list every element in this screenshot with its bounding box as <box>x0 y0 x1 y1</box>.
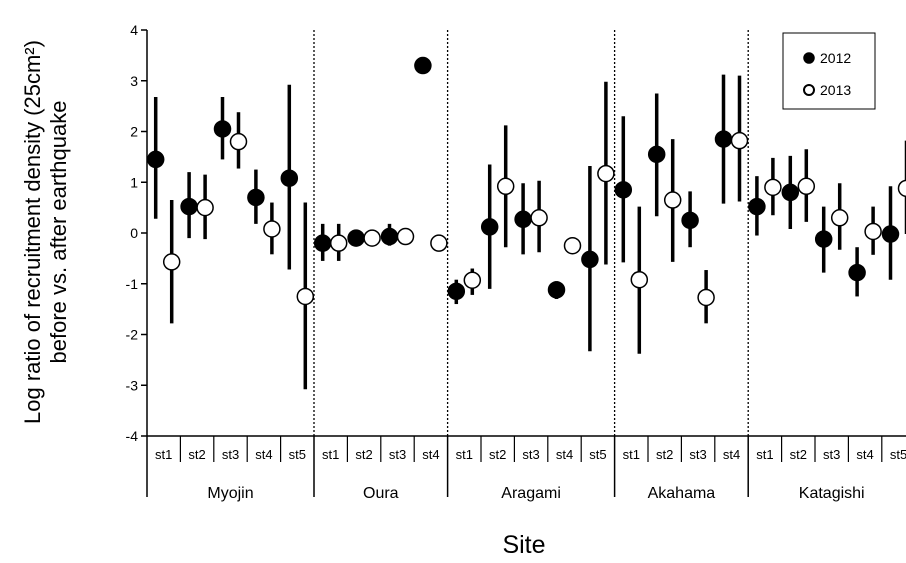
data-point-2012 <box>447 282 466 301</box>
data-point-2012 <box>547 281 566 299</box>
data-point-2013 <box>363 229 381 247</box>
x-axis-title: Site <box>502 531 545 559</box>
station-label: st3 <box>389 447 406 462</box>
y-tick-label: -1 <box>126 276 139 292</box>
data-point-2013 <box>697 288 715 307</box>
data-point-2012 <box>313 234 332 252</box>
data-point-2012 <box>614 181 633 199</box>
station-label: st3 <box>823 447 840 462</box>
legend-marker-2012 <box>803 52 815 64</box>
data-point-2013 <box>530 209 548 227</box>
station-label: st2 <box>188 447 205 462</box>
data-point-2013 <box>630 270 649 289</box>
data-point-2013 <box>797 177 816 196</box>
data-point-2012 <box>180 197 198 216</box>
y-tick-label: 3 <box>130 73 138 89</box>
site-label: Aragami <box>501 485 561 502</box>
y-tick-label: -3 <box>126 377 139 393</box>
station-label: st3 <box>689 447 706 462</box>
station-label: st4 <box>723 447 740 462</box>
legend: 2012 2013 <box>782 32 876 110</box>
station-label: st4 <box>556 447 573 462</box>
station-label: st3 <box>522 447 539 462</box>
data-point-2012 <box>146 150 165 169</box>
site-label: Myojin <box>207 485 253 502</box>
y-tick-label: 1 <box>130 174 138 190</box>
station-label: st2 <box>656 447 673 462</box>
data-point-2013 <box>463 271 482 289</box>
data-point-2013 <box>296 287 315 306</box>
data-point-2012 <box>514 210 532 229</box>
y-axis-title-line1: Log ratio of recruitment density (25cm²) <box>20 40 45 424</box>
legend-box <box>782 32 876 110</box>
station-label: st1 <box>322 447 339 462</box>
data-point-2013 <box>830 209 849 227</box>
data-point-2012 <box>414 56 432 75</box>
site-label: Katagishi <box>799 485 865 502</box>
station-label: st1 <box>456 447 473 462</box>
data-point-2012 <box>714 130 733 148</box>
data-point-2013 <box>496 177 515 196</box>
station-label: st4 <box>255 447 272 462</box>
station-label: st2 <box>790 447 807 462</box>
legend-label-2012: 2012 <box>820 50 851 66</box>
station-label: st4 <box>856 447 873 462</box>
data-point-2013 <box>263 220 281 238</box>
y-axis-title-line2: before vs. after earthquake <box>46 101 71 364</box>
station-label: st2 <box>489 447 506 462</box>
y-tick-label: -4 <box>126 428 139 444</box>
y-tick-label: -2 <box>126 327 139 343</box>
data-point-2013 <box>897 179 906 198</box>
data-point-2012 <box>681 211 699 230</box>
data-point-2013 <box>597 164 615 183</box>
y-tick-label: 2 <box>130 124 138 140</box>
y-tick-label: 0 <box>130 225 138 241</box>
data-point-2013 <box>396 227 415 246</box>
station-label: st5 <box>289 447 306 462</box>
data-point-2012 <box>881 225 900 243</box>
station-label: st5 <box>589 447 606 462</box>
data-point-2013 <box>430 234 448 252</box>
data-point-2013 <box>730 131 749 150</box>
data-point-2013 <box>329 234 348 252</box>
data-point-2012 <box>814 230 833 248</box>
data-point-2012 <box>581 250 599 269</box>
legend-marker-2013 <box>803 84 815 96</box>
station-label: st3 <box>222 447 239 462</box>
data-point-2012 <box>748 197 766 216</box>
data-point-2012 <box>280 169 299 187</box>
data-point-2013 <box>764 178 782 197</box>
legend-label-2013: 2013 <box>820 82 851 98</box>
data-point-2013 <box>864 222 882 241</box>
site-label: Oura <box>363 485 399 502</box>
data-point-2012 <box>848 263 866 282</box>
data-point-2012 <box>347 229 365 247</box>
station-label: st2 <box>355 447 372 462</box>
data-point-2013 <box>229 132 248 151</box>
data-point-2012 <box>781 183 800 202</box>
site-label: Akahama <box>648 485 716 502</box>
data-point-2013 <box>663 191 682 209</box>
data-point-2013 <box>162 253 181 271</box>
data-point-2013 <box>196 198 214 217</box>
data-point-2012 <box>380 227 399 246</box>
station-label: st4 <box>422 447 439 462</box>
data-point-2012 <box>647 145 666 164</box>
station-label: st1 <box>623 447 640 462</box>
data-point-2012 <box>480 218 499 236</box>
data-point-2013 <box>563 236 582 255</box>
station-label: st1 <box>155 447 172 462</box>
data-point-2012 <box>247 188 265 207</box>
station-label: st1 <box>756 447 773 462</box>
data-point-2012 <box>213 120 232 138</box>
y-tick-label: 4 <box>130 22 138 38</box>
station-label: st5 <box>890 447 906 462</box>
